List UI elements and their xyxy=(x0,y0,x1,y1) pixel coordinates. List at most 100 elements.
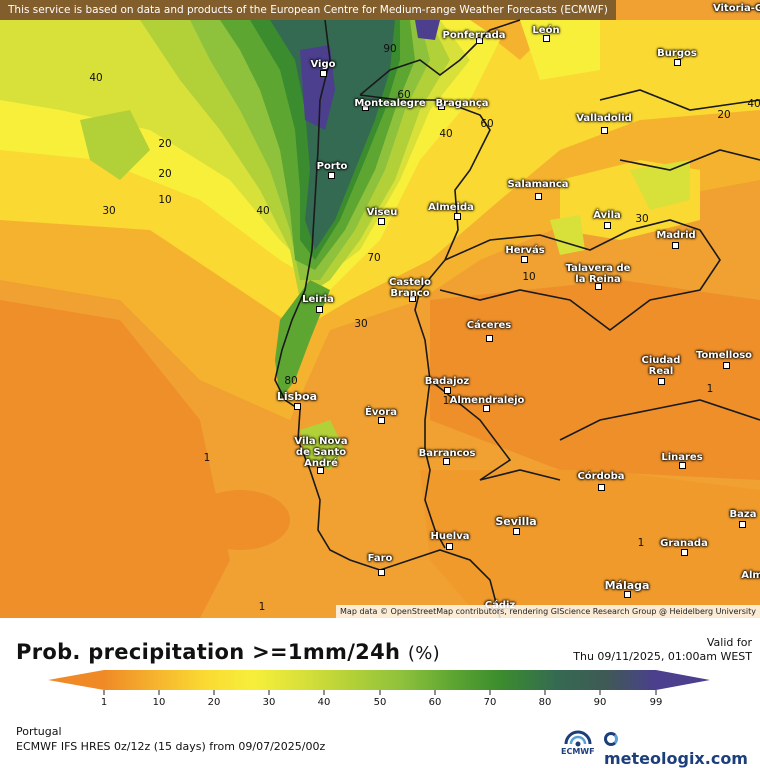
meteologix-brand-link[interactable]: meteologix.com xyxy=(604,730,760,768)
city-marker xyxy=(672,242,679,249)
scale-tick: 20 xyxy=(207,697,221,708)
city-label-caceres: Cáceres xyxy=(466,320,512,331)
isoline-label: 40 xyxy=(256,205,270,217)
ecmwf-logo-text: ECMWF xyxy=(561,747,595,756)
city-marker xyxy=(476,37,483,44)
city-label-braganca: Bragança xyxy=(435,98,489,109)
model-info: ECMWF IFS HRES 0z/12z (15 days) from 09/… xyxy=(16,740,326,753)
city-marker xyxy=(679,462,686,469)
valid-label: Valid for xyxy=(706,636,752,649)
city-marker xyxy=(378,569,385,576)
city-marker xyxy=(521,256,528,263)
city-marker xyxy=(362,104,369,111)
city-label-sevilla: Sevilla xyxy=(495,515,537,528)
city-marker xyxy=(681,549,688,556)
isoline-label: 1 xyxy=(258,601,266,613)
city-label-evora: Évora xyxy=(365,407,397,418)
city-label-leon: León xyxy=(532,25,560,36)
isoline-label: 10 xyxy=(158,194,172,206)
legend-unit: (%) xyxy=(407,643,440,664)
city-marker xyxy=(320,70,327,77)
isoline-label: 90 xyxy=(383,43,397,55)
city-label-almendralejo: Almendralejo xyxy=(449,395,525,406)
isoline-label: 60 xyxy=(397,89,411,101)
city-marker xyxy=(723,362,730,369)
city-marker xyxy=(543,35,550,42)
city-marker xyxy=(294,403,301,410)
city-label-avila: Ávila xyxy=(593,210,621,221)
isoline-label: 1 xyxy=(706,383,714,395)
city-marker xyxy=(328,172,335,179)
city-marker xyxy=(378,417,385,424)
city-marker xyxy=(598,484,605,491)
isoline-label: 30 xyxy=(354,318,368,330)
city-label-badajoz: Badajoz xyxy=(424,376,470,387)
city-label-salamanca: Salamanca xyxy=(507,179,569,190)
precipitation-field xyxy=(0,19,760,618)
city-marker xyxy=(409,295,416,302)
legend-title-text: Prob. precipitation >=1mm/24h xyxy=(16,640,401,664)
scale-tick: 50 xyxy=(373,697,387,708)
isoline-label: 70 xyxy=(367,252,381,264)
isoline-label: 1 xyxy=(442,395,450,407)
forecast-map[interactable]: This service is based on data and produc… xyxy=(0,0,760,618)
city-label-barrancos: Barrancos xyxy=(418,448,476,459)
isoline-label: 30 xyxy=(102,205,116,217)
city-label-almeria: Alm xyxy=(741,570,760,581)
city-label-lisboa: Lisboa xyxy=(276,390,318,403)
ecmwf-logo-icon xyxy=(564,730,592,747)
city-label-ciudad-real: Ciudad Real xyxy=(641,355,681,377)
city-marker xyxy=(443,458,450,465)
isoline-label: 1 xyxy=(203,452,211,464)
city-marker xyxy=(317,467,324,474)
isoline-label: 40 xyxy=(439,128,453,140)
isoline-label: 20 xyxy=(158,168,172,180)
city-label-leiria: Leiria xyxy=(302,294,334,305)
city-label-linares: Linares xyxy=(661,452,703,463)
city-label-castelo-branco: Castelo Branco xyxy=(389,277,431,299)
city-marker xyxy=(674,59,681,66)
brand-text: meteologix.com xyxy=(604,749,748,768)
region-name: Portugal xyxy=(16,725,62,738)
city-label-faro: Faro xyxy=(367,553,393,564)
isoline-label: 40 xyxy=(747,98,760,110)
city-marker xyxy=(454,213,461,220)
city-marker xyxy=(446,543,453,550)
color-scale-bar xyxy=(48,670,710,695)
scale-ticks: 1 10 20 30 40 50 60 70 80 90 99 xyxy=(0,697,760,711)
city-marker xyxy=(483,405,490,412)
city-label-vigo: Vigo xyxy=(310,59,336,70)
city-label-porto: Porto xyxy=(316,161,348,172)
brand-mark-icon xyxy=(604,732,618,746)
city-marker xyxy=(595,283,602,290)
scale-tick: 90 xyxy=(593,697,607,708)
city-marker xyxy=(378,218,385,225)
city-marker xyxy=(438,103,445,110)
scale-tick: 70 xyxy=(483,697,497,708)
city-label-valladolid: Valladolid xyxy=(576,113,632,124)
city-label-vitoria: Vitoria-G xyxy=(712,3,760,14)
city-marker xyxy=(535,193,542,200)
isoline-label: 1 xyxy=(637,537,645,549)
city-label-burgos: Burgos xyxy=(657,48,697,59)
isoline-label: 20 xyxy=(158,138,172,150)
city-label-madrid: Madrid xyxy=(656,230,696,241)
city-marker xyxy=(604,222,611,229)
city-label-baza: Baza xyxy=(729,509,757,520)
valid-time: Thu 09/11/2025, 01:00am WEST xyxy=(573,650,752,663)
city-label-hervas: Hervás xyxy=(505,245,545,256)
ecmwf-notice: This service is based on data and produc… xyxy=(0,0,616,20)
city-marker xyxy=(513,528,520,535)
scale-tick: 80 xyxy=(538,697,552,708)
city-label-talavera: Talavera de la Reina xyxy=(565,263,631,285)
city-marker xyxy=(624,591,631,598)
city-label-huelva: Huelva xyxy=(430,531,470,542)
city-label-ponferrada: Ponferrada xyxy=(442,30,506,41)
city-marker xyxy=(316,306,323,313)
scale-tick: 60 xyxy=(428,697,442,708)
isoline-label: 80 xyxy=(284,375,298,387)
scale-tick: 10 xyxy=(152,697,166,708)
legend-title: Prob. precipitation >=1mm/24h (%) xyxy=(16,640,440,664)
isoline-label: 30 xyxy=(635,213,649,225)
city-marker xyxy=(444,387,451,394)
